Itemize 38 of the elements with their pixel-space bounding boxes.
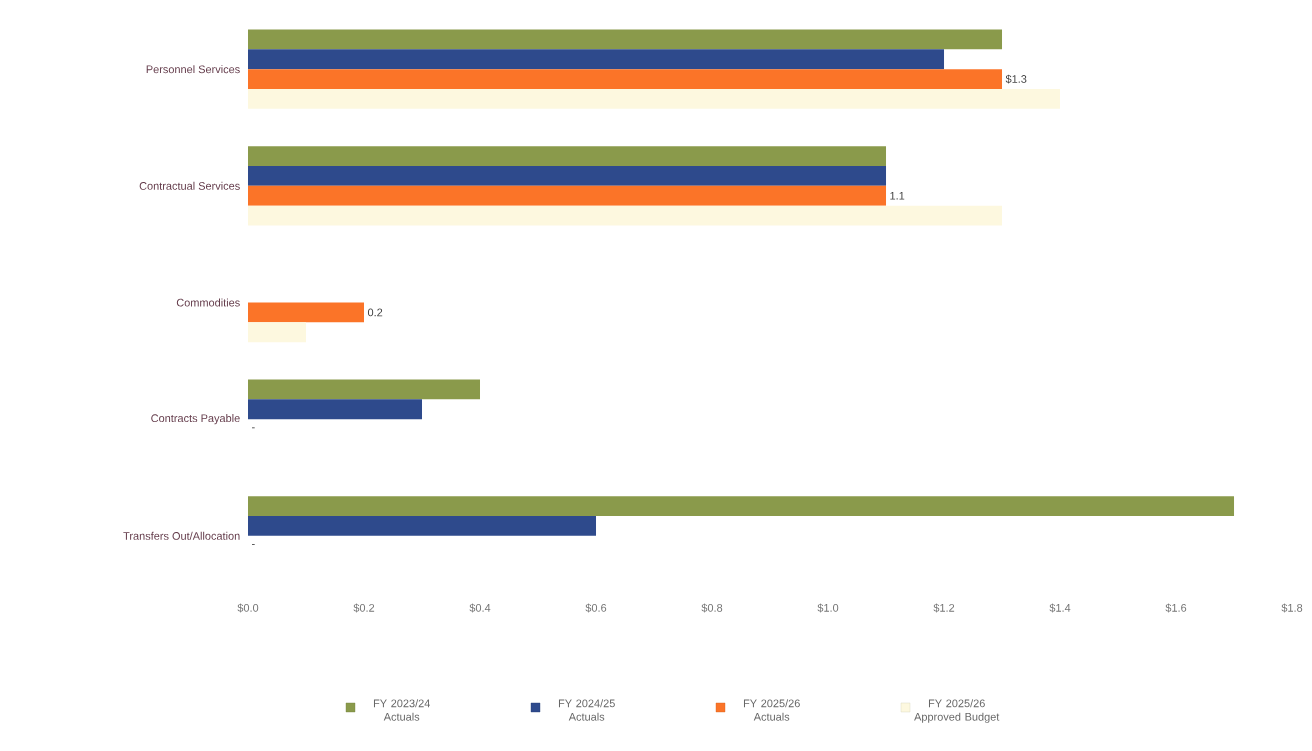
y-tick-label: Personnel Services [146,65,240,74]
bar [248,185,887,206]
data-label: - [252,427,255,429]
legend-label: FY 2025/26 Actuals [743,699,800,721]
bar [248,205,1003,226]
y-tick-label: Contractual Services [139,181,240,190]
data-label: 0.2 [367,308,383,317]
bar [248,165,887,186]
data-label: 1.1 [890,191,905,200]
y-tick-label: Transfers Out/Allocation [123,531,240,540]
y-tick-label: Commodities [176,298,240,307]
bar [248,49,945,70]
x-tick-label: $0.6 [585,603,607,613]
x-tick-label: $0.8 [701,603,723,613]
x-tick-label: $0.4 [469,603,491,613]
bar [248,29,1003,50]
x-tick-label: $1.4 [1049,603,1071,613]
data-label: - [252,544,255,545]
bar [248,322,307,343]
bar [248,379,481,400]
x-tick-label: $0.2 [353,603,375,613]
bar [248,516,597,536]
x-tick-label: $0.0 [237,603,259,613]
bar [248,496,1235,516]
x-tick-label: $1.8 [1281,603,1303,613]
y-tick-label: Contracts Payable [151,414,240,425]
x-tick-label: $1.0 [817,603,839,613]
bar [248,69,1003,89]
legend-label: FY 2025/26 Approved Budget [914,699,1000,723]
legend-label: FY 2024/25 Actuals [558,699,615,721]
x-tick-label: $1.6 [1165,603,1187,613]
data-label: $1.3 [1005,74,1027,84]
bar [248,302,365,323]
bar [248,88,1061,109]
x-tick-label: $1.2 [933,603,955,613]
legend-label: FY 2023/24 Actuals [373,699,430,721]
bar [248,399,423,420]
bar [248,146,887,166]
